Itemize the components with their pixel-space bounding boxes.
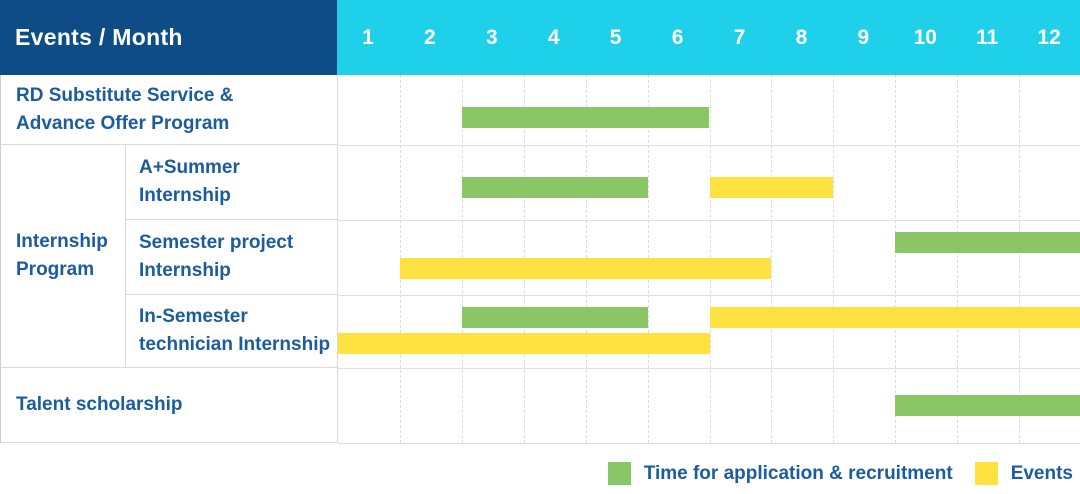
month-header-cell: 1 (362, 25, 374, 49)
recruitment-bar (461, 177, 648, 198)
legend-item-events: Events (974, 462, 1073, 485)
month-header-cell: 11 (976, 25, 999, 49)
recruitment-bar (895, 232, 1080, 253)
legend: Time for application & recruitment Event… (607, 462, 1073, 485)
month-header-cell: 4 (547, 25, 560, 49)
month-gridline (1019, 75, 1021, 443)
row-label-in-semester-technician: In-Semester technician Internship (125, 295, 337, 368)
month-header-cell: 7 (733, 25, 746, 49)
recruitment-bar (461, 307, 648, 328)
month-header-cell: 6 (671, 25, 684, 49)
month-gridline (895, 75, 897, 443)
event-bar (709, 177, 834, 198)
recruitment-bar (461, 107, 710, 128)
month-gridline (957, 75, 959, 443)
recruitment-bar (895, 395, 1080, 416)
gantt-plot-area (337, 75, 1080, 444)
events-month-header-label: Events / Month (15, 24, 183, 50)
legend-item-recruitment: Time for application & recruitment (607, 462, 953, 485)
row-label-a-plus-summer: A+Summer Internship (125, 145, 337, 220)
month-header-cell: 9 (857, 25, 870, 49)
legend-recruitment-label: Time for application & recruitment (643, 462, 953, 484)
legend-events-label: Events (1010, 462, 1073, 484)
events-swatch-icon (974, 462, 998, 485)
row-divider-line (338, 145, 1080, 146)
row-label-rd-substitute: RD Substitute Service & Advance Offer Pr… (0, 75, 337, 145)
month-header-row: 1 2 3 4 5 6 7 8 9 10 11 12 (337, 0, 1080, 75)
events-month-header: Events / Month (0, 0, 337, 75)
row-label-semester-project: Semester project Internship (125, 220, 337, 295)
event-bar (399, 258, 772, 279)
month-header-cell: 10 (913, 25, 937, 49)
month-header-cell: 5 (609, 25, 622, 49)
row-divider-line (338, 368, 1080, 369)
month-gridline (833, 75, 835, 443)
recruitment-swatch-icon (607, 462, 631, 485)
month-gridline (771, 75, 773, 443)
month-header-cell: 2 (424, 25, 436, 49)
row-divider-line (338, 295, 1080, 296)
month-header-cell: 3 (485, 25, 498, 49)
row-divider-line (338, 443, 1080, 444)
event-bar (709, 307, 1080, 328)
month-header-cell: 12 (1037, 25, 1061, 49)
group-label-internship-program: Internship Program (0, 145, 125, 368)
row-label-talent-scholarship: Talent scholarship (0, 368, 337, 443)
event-bar (338, 333, 710, 354)
month-header-cell: 8 (795, 25, 808, 49)
row-divider-line (338, 220, 1080, 221)
